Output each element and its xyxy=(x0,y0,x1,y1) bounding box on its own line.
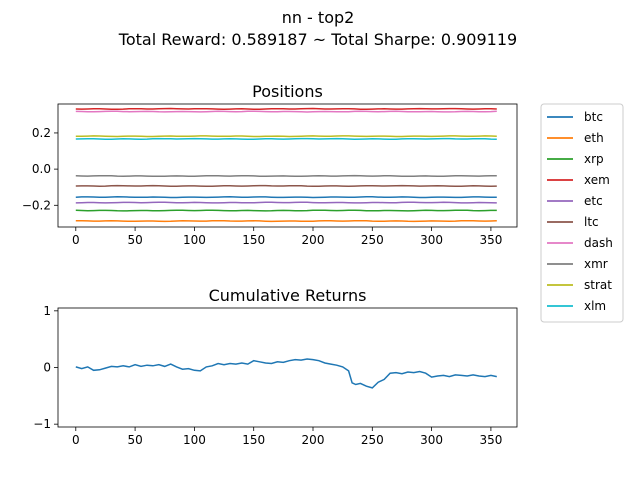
positions-chart: Positions 0 50 100 150 200 250 300 350 −0.2 0.0 0.2 xyxy=(22,82,518,247)
series-line-dash xyxy=(75,110,497,113)
plot-frame xyxy=(57,103,518,228)
x-tick-label: 0 xyxy=(72,433,80,447)
legend-label-xrp: xrp xyxy=(584,152,604,166)
y-tick-label: 0.0 xyxy=(32,162,51,176)
y-tick-label: 0.2 xyxy=(32,126,51,140)
legend-label-strat: strat xyxy=(584,278,612,292)
legend-label-eth: eth xyxy=(584,131,604,145)
series-line-xrp xyxy=(75,209,497,212)
series-line-strat xyxy=(75,135,497,138)
y-tick-label: −1 xyxy=(33,417,51,431)
x-tick-label: 350 xyxy=(479,433,502,447)
legend-label-dash: dash xyxy=(584,236,613,250)
legend-label-xmr: xmr xyxy=(584,257,608,271)
y-tick-label: −0.2 xyxy=(22,198,51,212)
x-tick-label: 0 xyxy=(72,233,80,247)
x-tick-label: 300 xyxy=(420,233,443,247)
series-line-eth xyxy=(75,219,497,223)
series-line-ltc xyxy=(75,184,497,188)
legend-label-btc: btc xyxy=(584,110,603,124)
x-tick-label: 250 xyxy=(361,233,384,247)
x-tick-label: 100 xyxy=(183,433,206,447)
x-tick-label: 100 xyxy=(183,233,206,247)
y-tick-label: 0 xyxy=(43,361,51,375)
chart-title: Cumulative Returns xyxy=(209,286,367,305)
cumulative-returns-chart: Cumulative Returns 0 50 100 150 200 250 300 350 −… xyxy=(33,286,518,447)
legend-label-xem: xem xyxy=(584,173,610,187)
series-line-btc xyxy=(75,196,497,199)
x-tick-label: 150 xyxy=(242,233,265,247)
series-line-xlm xyxy=(75,137,497,141)
x-tick-label: 50 xyxy=(127,233,142,247)
series-line-cumulative xyxy=(75,358,497,389)
x-tick-label: 300 xyxy=(420,433,443,447)
x-tick-label: 200 xyxy=(302,433,325,447)
legend-label-xlm: xlm xyxy=(584,299,606,313)
figure-title-line2: Total Reward: 0.589187 ~ Total Sharpe: 0… xyxy=(118,30,517,49)
chart-title: Positions xyxy=(252,82,323,101)
x-tick-label: 150 xyxy=(242,433,265,447)
series-line-xem xyxy=(75,107,497,110)
legend-label-etc: etc xyxy=(584,194,603,208)
y-tick-label: 1 xyxy=(43,304,51,318)
x-tick-label: 200 xyxy=(302,233,325,247)
plot-frame xyxy=(57,307,518,428)
legend-label-ltc: ltc xyxy=(584,215,599,229)
x-tick-label: 50 xyxy=(127,433,142,447)
figure-title-line1: nn - top2 xyxy=(282,8,355,27)
legend: btc eth xrp xem etc ltc dash xmr strat xlm xyxy=(540,103,624,323)
x-tick-label: 350 xyxy=(479,233,502,247)
series-line-etc xyxy=(75,201,497,204)
x-tick-label: 250 xyxy=(361,433,384,447)
series-line-xmr xyxy=(75,174,497,178)
